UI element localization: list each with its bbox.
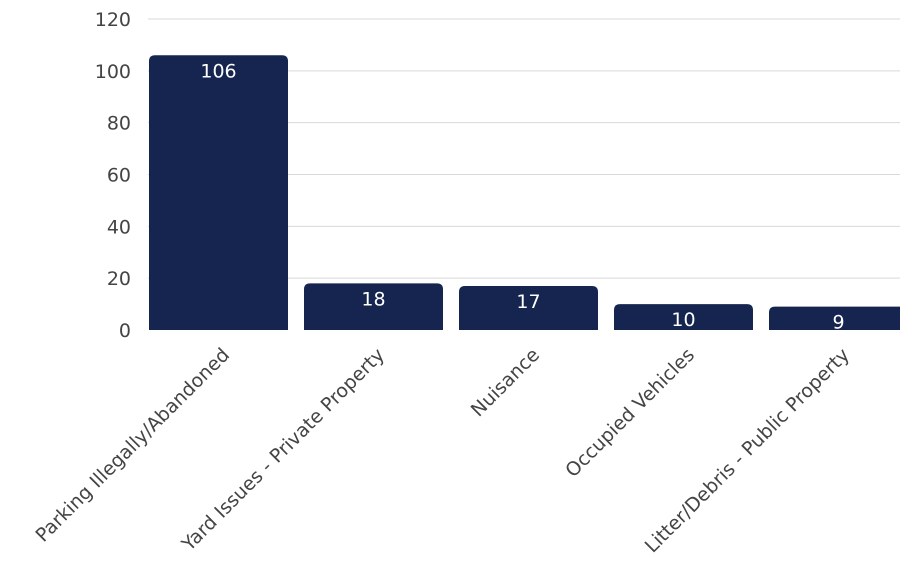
y-tick-label: 60: [107, 165, 131, 187]
y-tick-label: 40: [107, 216, 131, 238]
bar: [614, 304, 753, 330]
data-label: 9: [832, 312, 844, 334]
bar: [769, 306, 900, 330]
data-labels: 106 18 17 10 9: [200, 60, 844, 333]
x-category-label: Occupied Vehicles: [561, 344, 699, 482]
y-tick-label: 20: [107, 268, 131, 290]
x-category-label: Nuisance: [467, 344, 544, 421]
y-tick-label: 100: [95, 61, 131, 83]
y-tick-label: 120: [95, 9, 131, 31]
bars: [149, 55, 900, 331]
data-label: 10: [671, 309, 695, 331]
bar: [459, 285, 598, 330]
bar: [149, 55, 288, 331]
data-label: 106: [200, 60, 236, 82]
data-label: 17: [516, 291, 540, 313]
bar: [304, 283, 443, 330]
y-tick-label: 80: [107, 113, 131, 135]
y-tick-label: 0: [119, 320, 131, 342]
y-axis-ticks: 0 20 40 60 80 100 120: [95, 9, 131, 342]
data-label: 18: [361, 288, 385, 310]
